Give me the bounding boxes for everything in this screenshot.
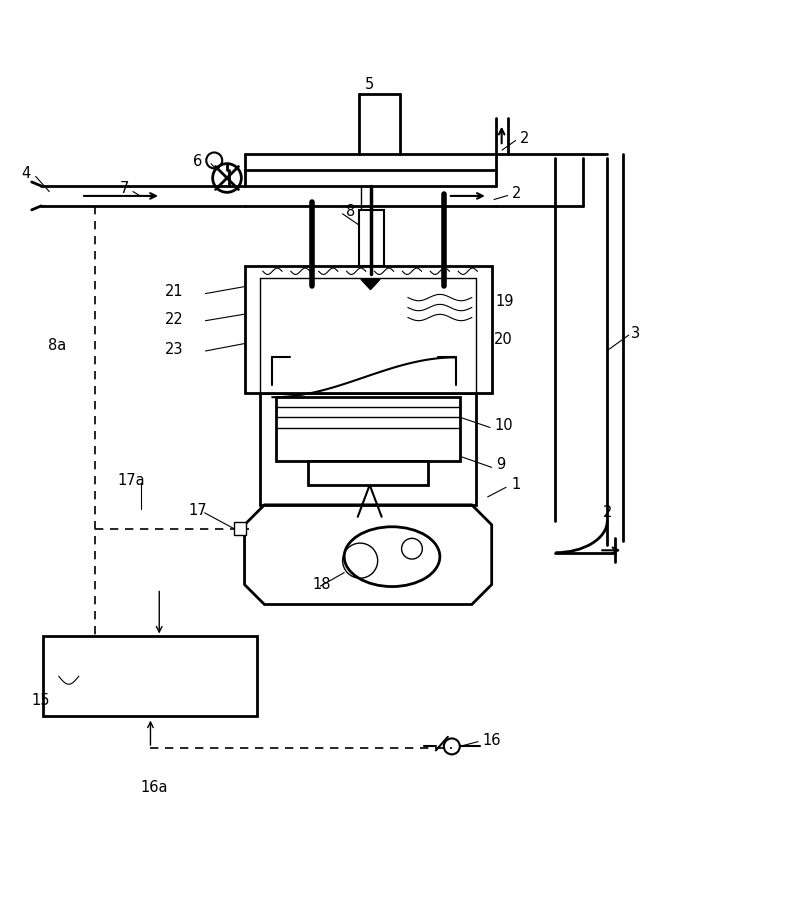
Text: 10: 10 [494, 418, 513, 432]
Text: 1: 1 [512, 478, 521, 492]
Text: 7: 7 [119, 181, 129, 195]
Text: 3: 3 [631, 326, 640, 341]
Bar [234, 523, 246, 535]
Text: 22: 22 [165, 312, 183, 326]
Polygon shape [361, 279, 380, 290]
Text: 19: 19 [496, 294, 514, 309]
Text: 4: 4 [22, 167, 30, 182]
Bar [277, 397, 460, 461]
Text: 17a: 17a [117, 473, 145, 489]
Text: 2: 2 [603, 505, 613, 520]
Bar [43, 636, 257, 716]
Text: 18: 18 [312, 577, 331, 592]
Text: 21: 21 [165, 285, 183, 300]
Text: 23: 23 [165, 342, 183, 357]
Text: 9: 9 [496, 457, 505, 472]
Text: 5: 5 [365, 77, 374, 92]
Bar [308, 461, 428, 485]
Bar [261, 394, 476, 505]
Text: 2: 2 [512, 185, 521, 201]
Text: 2: 2 [519, 132, 529, 147]
Text: 16: 16 [482, 732, 501, 748]
Bar [245, 266, 492, 394]
Text: 8a: 8a [48, 337, 66, 353]
Text: 16a: 16a [141, 780, 169, 796]
Text: 8: 8 [346, 204, 355, 219]
Text: 15: 15 [32, 692, 50, 708]
Text: 17: 17 [189, 502, 207, 518]
Bar [358, 210, 384, 266]
Text: 20: 20 [494, 332, 513, 348]
Text: 6: 6 [193, 154, 202, 169]
Ellipse shape [344, 526, 440, 586]
Polygon shape [245, 505, 492, 605]
